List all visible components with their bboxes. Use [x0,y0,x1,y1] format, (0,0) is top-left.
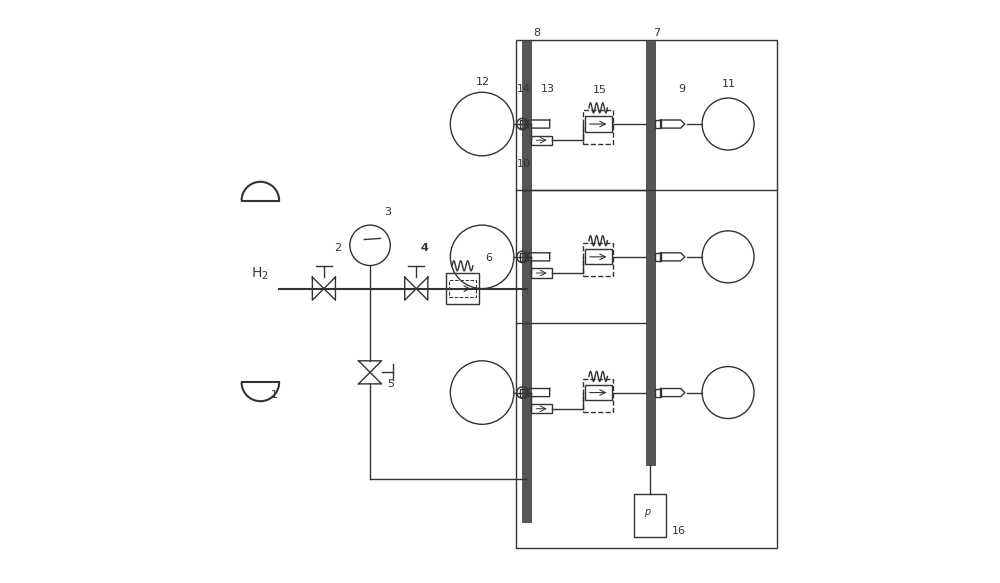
Bar [634,494,666,537]
Bar [516,40,777,549]
Bar [655,253,661,261]
Text: 7: 7 [653,27,660,38]
Bar [522,40,531,522]
Bar [585,249,612,265]
Text: 2: 2 [334,243,341,253]
Bar [531,268,552,278]
Bar [531,136,552,145]
Bar [531,404,552,413]
Text: 11: 11 [722,79,736,89]
Bar [655,120,661,128]
Text: 12: 12 [476,77,490,87]
Text: H$_2$: H$_2$ [251,266,269,282]
Text: 14: 14 [517,85,531,94]
Text: 5: 5 [387,379,394,389]
Text: 15: 15 [592,85,606,95]
Bar [449,280,476,297]
Bar [646,40,655,465]
Bar [583,243,613,276]
Bar [585,385,612,400]
Bar [583,110,613,143]
Bar [446,273,479,304]
Text: 3: 3 [385,207,392,217]
Bar [583,379,613,412]
Text: 4: 4 [421,243,429,253]
Bar [655,388,661,396]
Bar [585,117,612,132]
Bar [520,120,525,128]
Text: 13: 13 [540,85,554,94]
Text: p: p [644,507,651,517]
Text: 10: 10 [517,159,531,169]
Text: 6: 6 [486,253,493,263]
Bar [520,253,525,261]
Text: 1: 1 [271,391,278,401]
Text: 16: 16 [672,526,686,536]
Text: 9: 9 [678,85,686,94]
Text: 8: 8 [533,27,541,38]
Bar [520,388,525,396]
